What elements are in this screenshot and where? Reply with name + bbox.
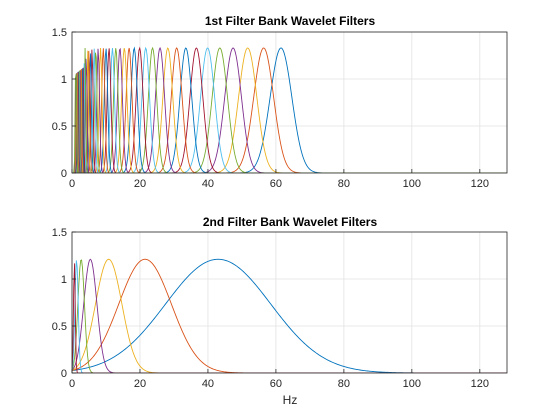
subplot-2-xlabel: Hz	[283, 393, 298, 407]
subplot-2-filter-curve	[72, 258, 507, 373]
subplot-2-xtick-label: 100	[403, 378, 421, 390]
subplot-1-ytick-label: 0	[61, 168, 67, 180]
subplot-2-xtick-label: 0	[69, 378, 75, 390]
subplot-2-ytick-label: 1	[61, 274, 67, 286]
subplot-1-filter-curve	[72, 47, 507, 173]
subplot-2-curves	[72, 258, 507, 373]
subplot-2-filter-curve	[72, 263, 507, 373]
subplot-1-xtick-label: 100	[403, 178, 421, 190]
subplot-2-filter-curve	[72, 258, 507, 373]
subplot-1-filter-curve	[72, 47, 507, 173]
subplot-1-filter-curve	[72, 47, 507, 173]
subplot-2-xtick-label: 40	[202, 378, 214, 390]
subplot-2-filter-curve	[72, 260, 507, 373]
subplot-1-filter-curve	[72, 46, 507, 173]
subplot-2-ticks: 0 20 40 60 80 100 120 0 0.5 1 1.5	[52, 227, 489, 390]
subplot-1-xtick-label: 40	[202, 178, 214, 190]
subplot-1: 1st Filter Bank Wavelet Filters 0 20 40 60 8…	[52, 14, 508, 190]
subplot-1-xtick-label: 20	[134, 178, 146, 190]
subplot-2-filter-curve	[72, 259, 507, 373]
subplot-1-xtick-label: 120	[471, 178, 489, 190]
subplot-2-ytick-label: 1.5	[52, 227, 67, 239]
subplot-1-ytick-label: 1	[61, 74, 67, 86]
subplot-1-xtick-label: 60	[270, 178, 282, 190]
subplot-1-filter-curve	[72, 47, 507, 173]
subplot-2-filter-curve	[72, 258, 507, 373]
subplot-2-ytick-label: 0.5	[52, 321, 67, 333]
subplot-1-title: 1st Filter Bank Wavelet Filters	[205, 14, 376, 28]
subplot-2-filter-curve	[72, 258, 507, 373]
subplot-2-grid	[71, 231, 507, 374]
subplot-2-ytick-label: 0	[61, 368, 67, 380]
subplot-2-xtick-label: 80	[338, 378, 350, 390]
subplot-2-title: 2nd Filter Bank Wavelet Filters	[203, 215, 378, 229]
subplot-2-xtick-label: 60	[270, 378, 282, 390]
subplot-2-xtick-label: 120	[471, 378, 489, 390]
subplot-1-curves	[72, 46, 507, 173]
subplot-1-filter-curve	[72, 47, 507, 173]
subplot-2-xtick-label: 20	[134, 378, 146, 390]
subplot-1-xtick-label: 0	[69, 178, 75, 190]
subplot-1-ytick-label: 1.5	[52, 27, 67, 39]
subplot-1-filter-curve	[72, 47, 507, 173]
subplot-1-ticks: 0 20 40 60 80 100 120 0 0.5 1 1.5	[52, 27, 489, 190]
subplot-2-axes-frame	[71, 231, 508, 374]
subplot-1-xtick-label: 80	[338, 178, 350, 190]
subplot-2: 2nd Filter Bank Wavelet Filters 0 20 40 60 8…	[52, 215, 508, 407]
subplot-1-axes-frame	[71, 31, 508, 174]
subplot-1-ytick-label: 0.5	[52, 121, 67, 133]
